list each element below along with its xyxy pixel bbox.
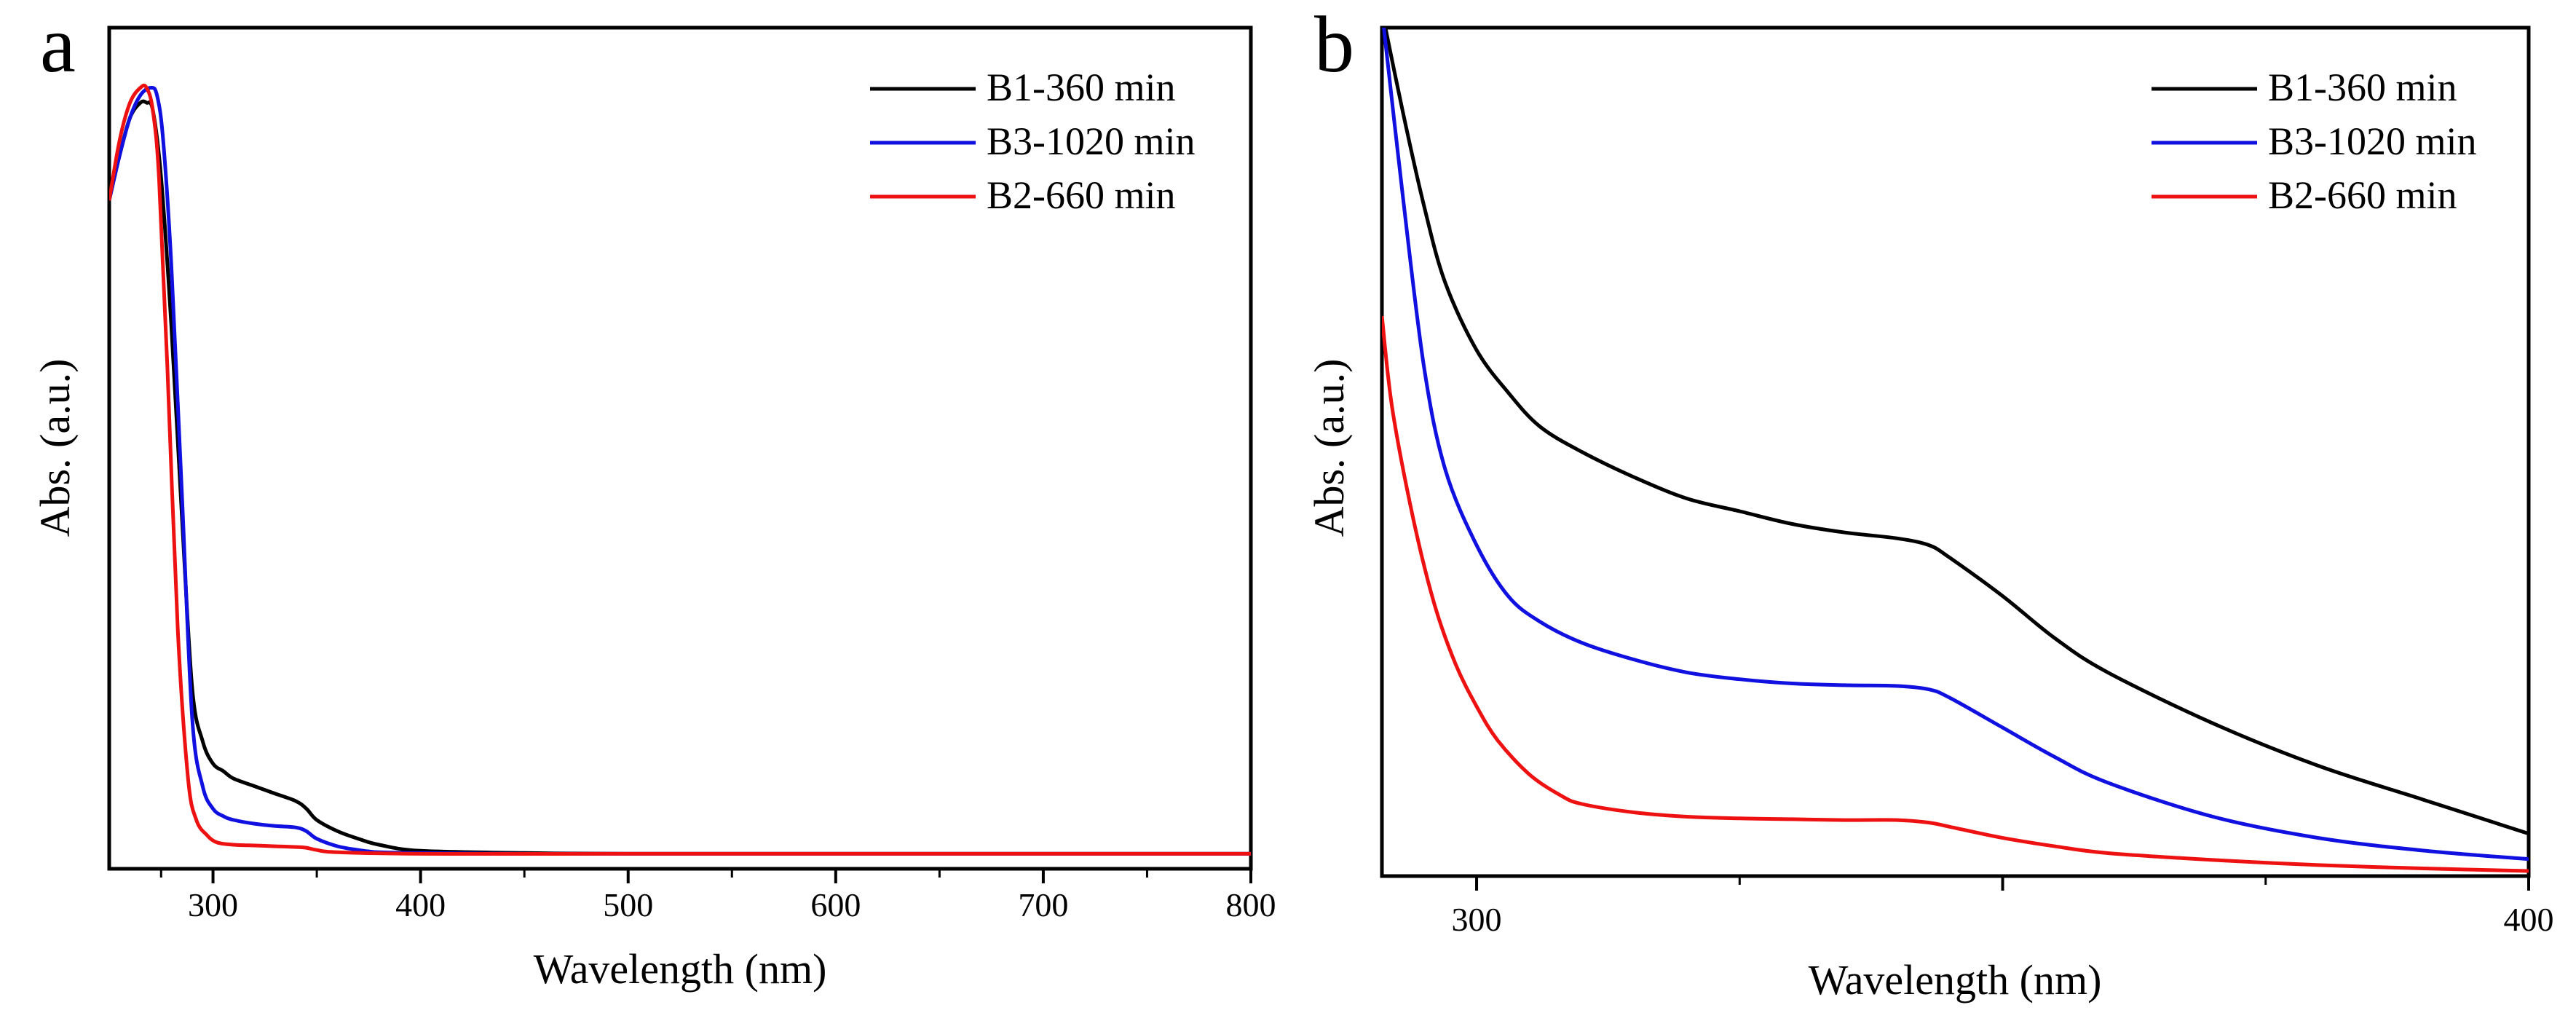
panel-a-xticks <box>159 869 1252 883</box>
panel-b-xtick-labels: 300 400 <box>1452 901 2554 938</box>
panel-b-ylabel: Abs. (a.u.) <box>1305 359 1353 537</box>
xtick-label-400: 400 <box>395 886 446 923</box>
panel-b-series <box>1382 28 2529 873</box>
legend-label-0: B1-360 min <box>2268 66 2457 109</box>
panel-b-plot-frame <box>1380 25 2531 878</box>
panel-a-series <box>109 83 1251 856</box>
panel-a-letter: a <box>40 0 76 89</box>
panel-b-xlabel: Wavelength (nm) <box>1809 956 2102 1004</box>
panel-a-xlabel: Wavelength (nm) <box>534 945 827 993</box>
series-line-b1-360-min <box>1383 28 2529 836</box>
xtick-label-300: 300 <box>188 886 238 923</box>
panel-b-xticks <box>1475 876 2530 891</box>
panel-a-legend: B1-360 min B3-1020 min B2-660 min <box>870 66 1196 217</box>
legend-label-2: B2-660 min <box>987 173 1176 217</box>
xtick-label-400: 400 <box>2504 901 2554 938</box>
xtick-label-700: 700 <box>1018 886 1068 923</box>
xtick-label-800: 800 <box>1226 886 1276 923</box>
xtick-label-500: 500 <box>603 886 653 923</box>
series-line-b2-660-min <box>109 83 1251 856</box>
legend-label-1: B3-1020 min <box>987 119 1196 163</box>
panel-b-letter: b <box>1314 0 1354 89</box>
panel-a-plot-frame <box>107 25 1253 871</box>
legend-label-0: B1-360 min <box>987 66 1176 109</box>
xtick-label-600: 600 <box>810 886 861 923</box>
series-line-b3-1020-min <box>1382 28 2529 862</box>
legend-label-1: B3-1020 min <box>2268 119 2477 163</box>
panel-b-legend: B1-360 min B3-1020 min B2-660 min <box>2152 66 2477 217</box>
panel-b: b 300 400 Wavelength (nm) Abs. (a.u.) B1-… <box>1305 0 2554 1004</box>
panel-a: a 300 400 500 600 700 800 Wavelength (nm) Abs… <box>31 0 1276 993</box>
xtick-label-300: 300 <box>1452 901 1502 938</box>
legend-label-2: B2-660 min <box>2268 173 2457 217</box>
panel-a-ylabel: Abs. (a.u.) <box>31 359 79 537</box>
panel-a-xtick-labels: 300 400 500 600 700 800 <box>188 886 1276 923</box>
series-line-b2-660-min <box>1382 315 2529 873</box>
